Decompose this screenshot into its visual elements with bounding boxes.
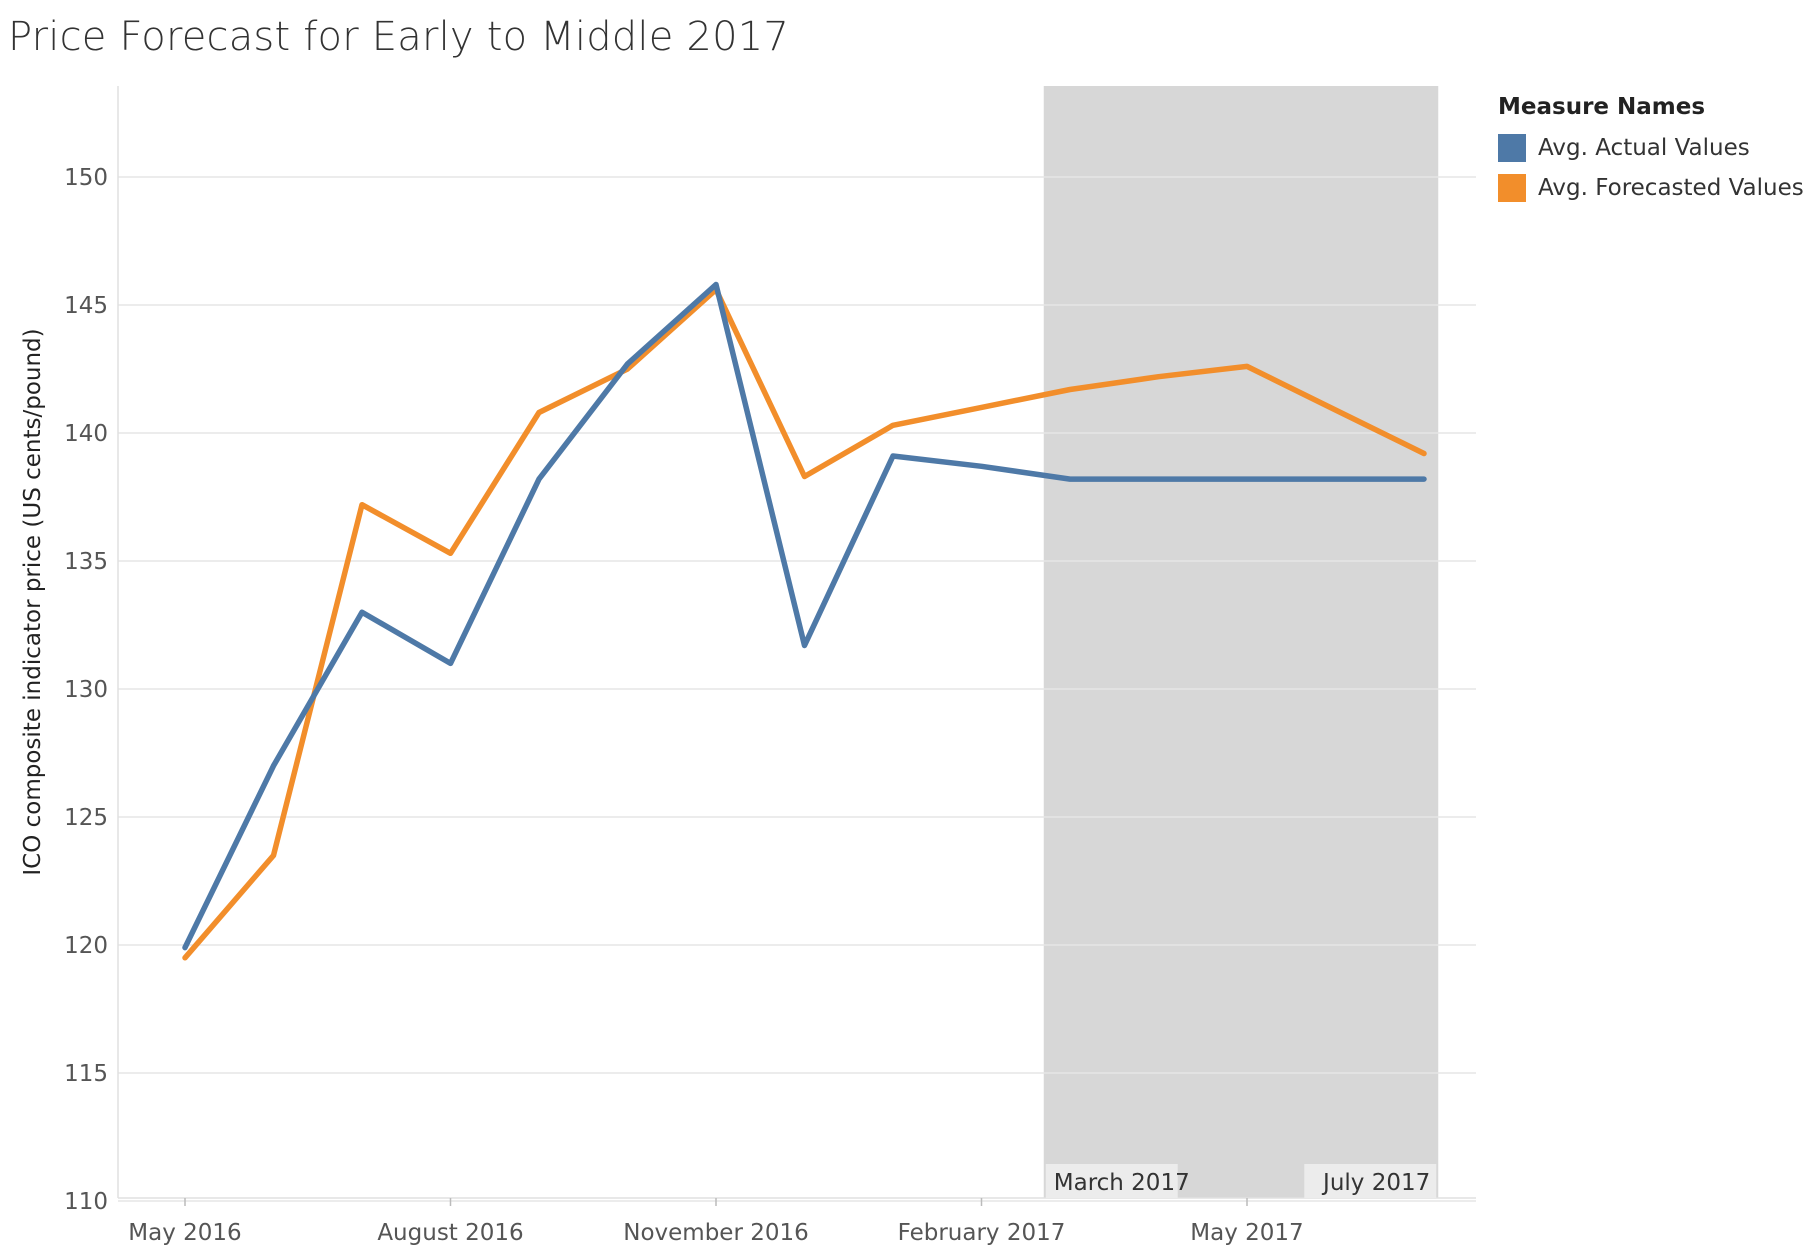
legend-swatch-actual xyxy=(1498,134,1526,162)
y-tick-label: 140 xyxy=(64,421,108,447)
y-tick-label: 110 xyxy=(64,1189,108,1215)
y-tick-label: 130 xyxy=(64,677,108,703)
series-line-forecast[interactable] xyxy=(182,286,1427,961)
y-tick-label: 145 xyxy=(64,293,108,319)
legend-title: Measure Names xyxy=(1498,94,1706,120)
band-label: March 2017 xyxy=(1054,1170,1190,1196)
legend-item-actual[interactable]: Avg. Actual Values xyxy=(1498,128,1804,168)
series-lines xyxy=(182,281,1427,961)
forecast-band xyxy=(1043,86,1439,1198)
line-chart: 110 115 120 125 130 135 140 145 150 May 2016 Augus… xyxy=(20,86,1476,1246)
x-tick-label: November 2016 xyxy=(623,1220,809,1246)
chart-title: Price Forecast for Early to Middle 2017 xyxy=(8,14,790,60)
x-tick-label: May 2017 xyxy=(1190,1220,1303,1246)
legend: Measure Names Avg. Actual Values Avg. Fo… xyxy=(1498,94,1804,208)
x-tick-label: May 2016 xyxy=(128,1220,241,1246)
y-tick-label: 115 xyxy=(64,1061,108,1087)
legend-label: Avg. Forecasted Values xyxy=(1538,175,1804,201)
forecast-band-rect xyxy=(1043,86,1439,1198)
band-label: July 2017 xyxy=(1321,1170,1430,1196)
series-line-actual[interactable] xyxy=(182,281,1427,951)
legend-label: Avg. Actual Values xyxy=(1538,135,1750,161)
y-tick-label: 150 xyxy=(64,165,108,191)
y-tick-label: 125 xyxy=(64,805,108,831)
band-label-bg xyxy=(1304,1164,1437,1198)
y-axis-label: ICO composite indicator price (US cents/… xyxy=(20,328,46,875)
gridlines xyxy=(118,176,1476,1202)
legend-swatch-forecast xyxy=(1498,174,1526,202)
band-label-bg xyxy=(1045,1164,1178,1198)
y-tick-label: 120 xyxy=(64,933,108,959)
axes: 110 115 120 125 130 135 140 145 150 May 2016 Augus… xyxy=(64,86,1476,1246)
x-tick-label: February 2017 xyxy=(898,1220,1066,1246)
x-tick-label: August 2016 xyxy=(377,1220,523,1246)
legend-item-forecast[interactable]: Avg. Forecasted Values xyxy=(1498,168,1804,208)
y-tick-label: 135 xyxy=(64,549,108,575)
